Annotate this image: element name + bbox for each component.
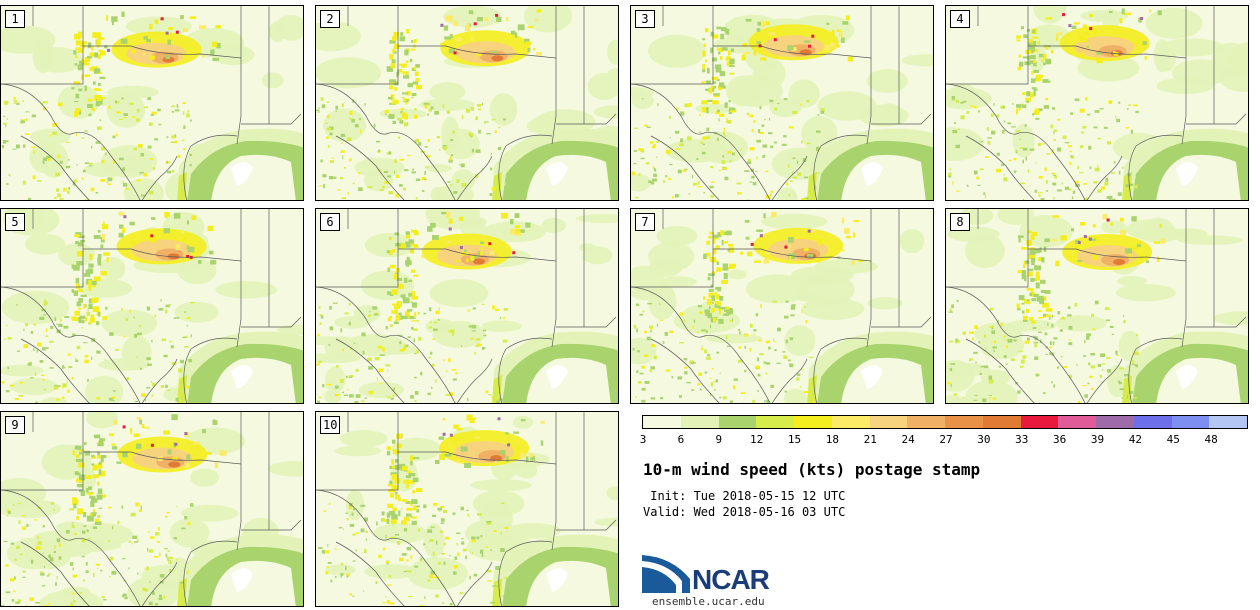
colorbar-tick-label: 24 [901,433,915,446]
colorbar-tick-label: 48 [1204,433,1218,446]
wind-speed-map [316,412,618,606]
colorbar-swatch [718,416,757,428]
plot-title: 10-m wind speed (kts) postage stamp [643,460,981,479]
colorbar-tick-label: 9 [715,433,723,446]
wind-speed-map [316,209,618,403]
colorbar-tick-label: 3 [639,433,647,446]
ensemble-member-panel-1: 1 [0,5,304,201]
member-number-label: 1 [5,10,25,28]
member-number-label: 3 [635,10,655,28]
colorbar-swatch [982,416,1021,428]
colorbar-tick-label: 12 [750,433,764,446]
colorbar-swatch [869,416,908,428]
ensemble-member-panel-7: 7 [630,208,934,404]
colorbar-swatch [907,416,945,428]
colorbar-tick-label: 42 [1128,433,1142,446]
wind-speed-map [1,209,303,403]
wind-speed-map [1,412,303,606]
colorbar-swatch [945,416,983,428]
colorbar-tick-label: 36 [1053,433,1067,446]
ensemble-member-panel-4: 4 [945,5,1249,201]
ncar-logo-icon [642,555,690,593]
member-number-label: 2 [320,10,340,28]
member-number-label: 9 [5,416,25,434]
colorbar-tick-label: 27 [939,433,953,446]
ensemble-member-panel-8: 8 [945,208,1249,404]
colorbar-tick-label: 6 [677,433,685,446]
colorbar-swatch [1058,416,1096,428]
colorbar-swatch [1171,416,1210,428]
logo-url: ensemble.ucar.edu [652,595,765,608]
member-number-label: 5 [5,213,25,231]
colorbar-tick-labels: 3 6 9 12 15 18 21 24 27 30 33 36 39 42 45 48 [639,433,1248,447]
colorbar-tick-label: 33 [1015,433,1029,446]
colorbar-tick-label: 15 [787,433,802,446]
colorbar-tick-label: 30 [977,433,991,446]
init-time: Init: Tue 2018-05-15 12 UTC [643,489,846,503]
colorbar-swatch [756,416,794,428]
colorbar-tick-label: 21 [863,433,877,446]
ensemble-member-panel-10: 10 [315,411,619,607]
member-number-label: 8 [950,213,970,231]
wind-speed-map [316,6,618,200]
colorbar-swatch [680,416,719,428]
wind-speed-map [946,209,1248,403]
colorbar-swatch [1020,416,1059,428]
ensemble-member-panel-6: 6 [315,208,619,404]
logo-name: NCAR [692,564,770,595]
colorbar-tick-label: 18 [825,433,839,446]
colorbar-swatch [1209,416,1247,428]
ensemble-member-panel-3: 3 [630,5,934,201]
colorbar-tick-label: 45 [1166,433,1180,446]
ensemble-member-panel-5: 5 [0,208,304,404]
member-number-label: 6 [320,213,340,231]
member-number-label: 10 [320,416,341,434]
wind-speed-map [946,6,1248,200]
wind-speed-map [631,6,933,200]
colorbar-swatch [643,416,681,428]
ensemble-member-panel-9: 9 [0,411,304,607]
valid-time: Valid: Wed 2018-05-16 03 UTC [643,505,846,519]
member-number-label: 4 [950,10,970,28]
colorbar-swatch [831,416,870,428]
ensemble-member-panel-2: 2 [315,5,619,201]
colorbar-swatch [794,416,832,428]
member-number-label: 7 [635,213,655,231]
wind-speed-map [1,6,303,200]
colorbar-swatch [1133,416,1172,428]
wind-speed-map [631,209,933,403]
colorbar-swatch [1096,416,1134,428]
colorbar [642,415,1248,429]
colorbar-tick-label: 39 [1090,433,1105,446]
